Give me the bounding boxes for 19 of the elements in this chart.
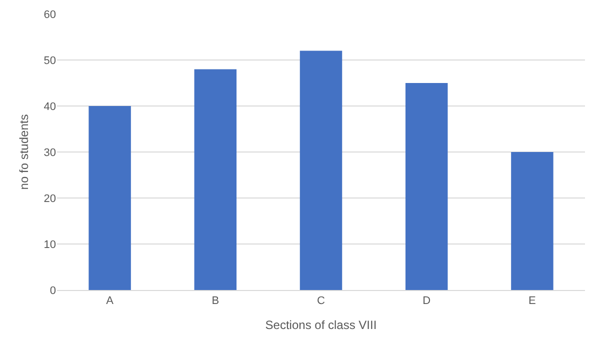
x-tick-label: C [317,295,326,308]
x-tick-label: E [528,295,536,308]
x-tick-label: A [106,295,114,308]
bar [194,69,237,290]
y-tick-label: 60 [44,8,56,21]
y-tick-label: 20 [44,192,56,205]
y-tick-label: 30 [44,146,56,159]
y-tick-label: 40 [44,100,56,113]
bar [511,152,554,290]
x-axis-title: Sections of class VIII [265,318,377,332]
x-tick-label: B [212,295,220,308]
y-tick-label: 10 [44,238,56,251]
x-tick-label: D [422,295,431,308]
y-tick-label: 0 [50,284,56,297]
bar [300,50,342,290]
bar [88,106,131,290]
y-axis-title: no fo students [17,114,32,190]
bar [405,83,448,290]
y-tick-label: 50 [44,54,56,67]
